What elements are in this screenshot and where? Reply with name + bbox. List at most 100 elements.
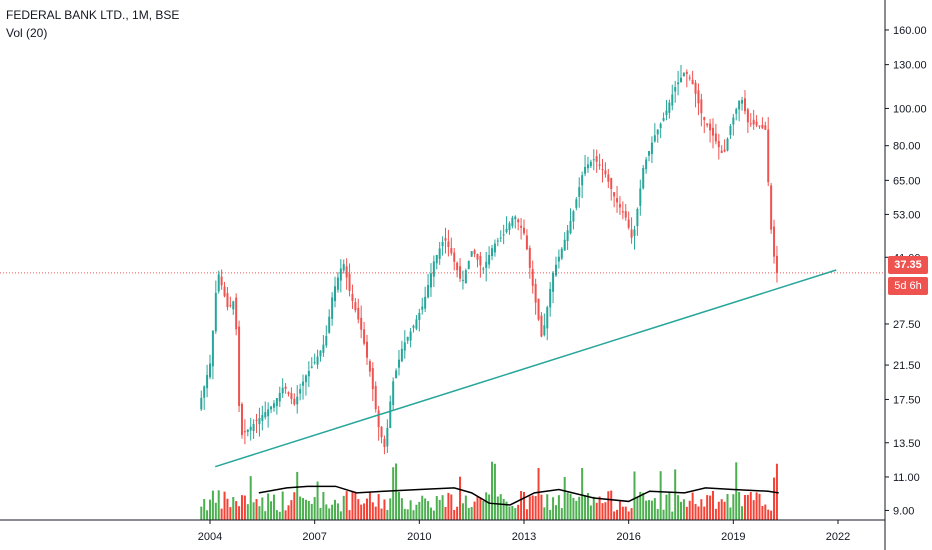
- volume-bar: [627, 511, 630, 520]
- candle-body: [267, 409, 270, 417]
- volume-bar: [624, 506, 627, 520]
- volume-bar: [424, 498, 427, 520]
- support-trendline: [215, 269, 837, 468]
- volume-bar: [438, 499, 441, 520]
- volume-bar: [653, 498, 656, 520]
- y-tick-label: 100.00: [893, 103, 927, 115]
- candle-body: [461, 279, 464, 281]
- volume-bar: [616, 509, 619, 520]
- volume-indicator-label[interactable]: Vol (20): [6, 26, 48, 40]
- candle-body: [531, 269, 534, 286]
- volume-bar: [316, 481, 319, 520]
- volume-bar: [386, 509, 389, 520]
- candle-body: [671, 94, 674, 106]
- volume-bar: [267, 493, 270, 520]
- volume-bar: [732, 494, 735, 520]
- volume-bar: [348, 510, 351, 520]
- x-tick-label: 2019: [721, 531, 745, 543]
- volume-bar: [563, 476, 566, 520]
- countdown-badge: 5d 6h: [888, 277, 928, 295]
- candle-body: [284, 386, 287, 389]
- candle-body: [406, 336, 409, 341]
- volume-bar: [665, 494, 668, 520]
- candle-body: [467, 260, 470, 270]
- candle-body: [226, 293, 229, 308]
- candle-body: [339, 268, 342, 281]
- candle-body: [447, 241, 450, 247]
- chart-legend: FEDERAL BANK LTD., 1M, BSE Vol (20): [6, 6, 179, 42]
- x-tick-label: 2004: [198, 531, 222, 543]
- candle-body: [743, 98, 746, 112]
- volume-bar: [214, 502, 217, 520]
- volume-bar: [543, 507, 546, 520]
- candle-body: [418, 312, 421, 321]
- candle-body: [659, 123, 662, 128]
- volume-bar: [459, 476, 462, 520]
- candle-body: [281, 387, 284, 394]
- volume-bar: [450, 494, 453, 520]
- symbol-title[interactable]: FEDERAL BANK LTD., 1M, BSE: [6, 8, 180, 22]
- candle-body: [345, 266, 348, 278]
- volume-bar: [648, 500, 651, 520]
- candle-body: [336, 277, 339, 290]
- volume-bar: [441, 495, 444, 520]
- volume-bar: [206, 510, 209, 520]
- y-tick-label: 65.00: [893, 175, 921, 187]
- volume-bar: [726, 493, 729, 520]
- volume-bar: [613, 511, 616, 520]
- candle-body: [322, 344, 325, 353]
- volume-bar: [339, 511, 342, 520]
- candle-body: [723, 149, 726, 152]
- candle-body: [624, 211, 627, 218]
- volume-bar: [671, 511, 674, 520]
- volume-bar: [525, 509, 528, 520]
- candle-body: [607, 174, 610, 182]
- y-tick-label: 21.50: [893, 360, 921, 372]
- volume-bar: [421, 495, 424, 520]
- volume-bar: [304, 499, 307, 520]
- candle-body: [302, 381, 305, 386]
- candle-body: [525, 235, 528, 250]
- volume-bar: [505, 501, 508, 520]
- candle-body: [368, 361, 371, 372]
- volume-bar: [752, 500, 755, 520]
- candle-body: [554, 264, 557, 276]
- candle-body: [217, 274, 220, 292]
- volume-bar: [642, 492, 645, 520]
- volume-bar: [284, 510, 287, 520]
- volume-bar: [502, 498, 505, 520]
- candle-body: [645, 159, 648, 170]
- candle-body: [319, 350, 322, 357]
- candle-body: [601, 169, 604, 171]
- candle-body: [560, 248, 563, 259]
- candle-body: [456, 262, 459, 271]
- volume-bar: [293, 492, 296, 520]
- y-tick-label: 53.00: [893, 209, 921, 221]
- volume-bar: [374, 506, 377, 520]
- volume-bars: [200, 461, 778, 520]
- candle-body: [389, 401, 392, 429]
- candle-body: [709, 123, 712, 131]
- volume-bar: [496, 496, 499, 520]
- candle-body: [383, 438, 386, 448]
- volume-bar: [557, 495, 560, 520]
- candle-body: [706, 123, 709, 126]
- volume-bar: [595, 502, 598, 520]
- volume-bar: [258, 506, 261, 520]
- candle-body: [374, 385, 377, 410]
- volume-bar: [319, 507, 322, 520]
- volume-bar: [400, 498, 403, 520]
- candle-body: [514, 216, 517, 220]
- volume-bar: [630, 508, 633, 520]
- volume-bar: [517, 504, 520, 520]
- candle-body: [444, 238, 447, 241]
- candle-body: [351, 293, 354, 301]
- candle-body: [502, 234, 505, 236]
- candle-body: [476, 253, 479, 260]
- volume-bar: [764, 504, 767, 520]
- candle-body: [203, 386, 206, 398]
- y-tick-label: 13.50: [893, 438, 921, 450]
- volume-bar: [499, 494, 502, 520]
- volume-bar: [682, 499, 685, 520]
